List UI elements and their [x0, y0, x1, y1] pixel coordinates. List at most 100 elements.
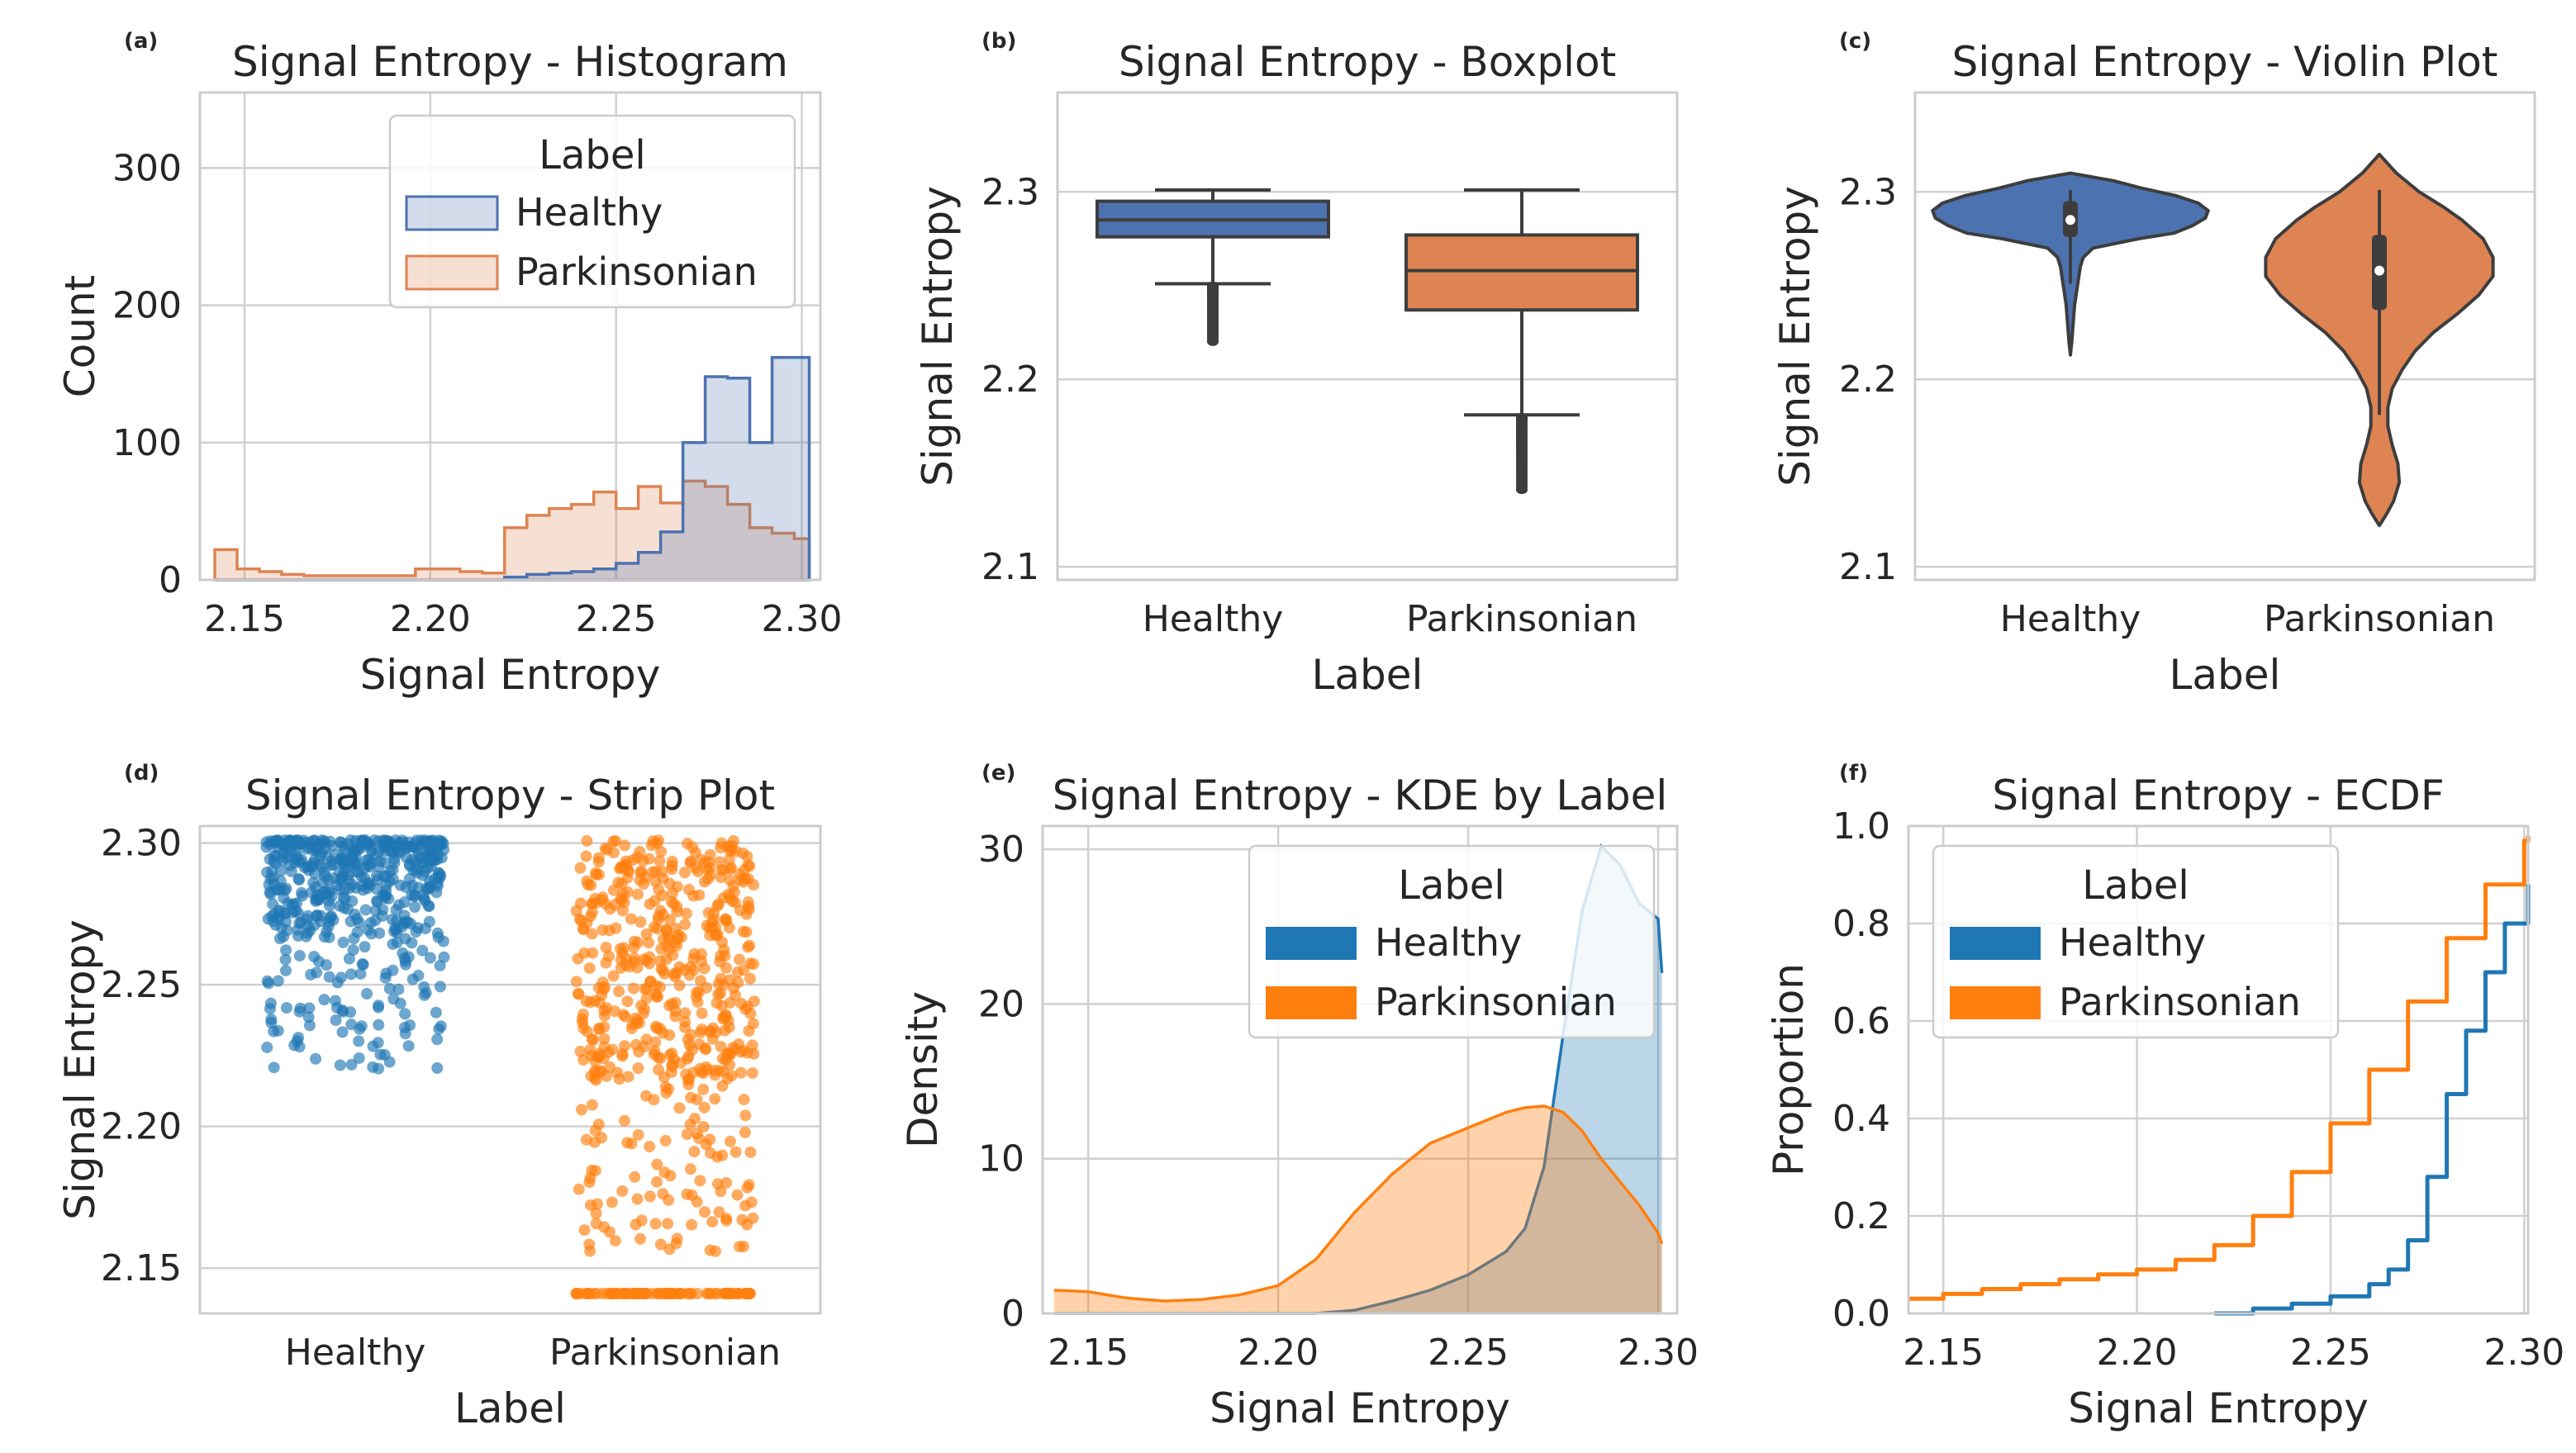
strip-point: [655, 845, 668, 857]
strip-point: [725, 1048, 737, 1061]
strip-point: [741, 1000, 753, 1013]
strip-point: [416, 857, 429, 870]
strip-point: [694, 1026, 706, 1038]
strip-point: [686, 1218, 698, 1231]
strip-point: [736, 1213, 749, 1226]
strip-point: [649, 1036, 662, 1048]
axes-frame: [1056, 91, 1679, 582]
strip-point: [615, 953, 627, 966]
strip-point: [373, 835, 385, 848]
strip-point: [688, 1146, 701, 1158]
strip-point: [662, 1218, 674, 1230]
strip-point: [628, 1287, 640, 1299]
violin-healthy: [1931, 171, 2210, 357]
strip-point: [584, 910, 596, 923]
strip-point: [406, 889, 418, 901]
strip-point: [733, 953, 745, 966]
strip-point: [589, 867, 601, 879]
kde-line: [1053, 1104, 1664, 1303]
strip-point: [613, 985, 625, 998]
strip-point: [645, 839, 658, 852]
strip-point: [698, 1206, 711, 1218]
strip-point: [391, 914, 403, 927]
strip-point: [596, 1287, 609, 1299]
strip-point: [573, 1183, 585, 1195]
strip-point: [586, 928, 598, 940]
strip-point: [280, 882, 292, 895]
strip-point: [423, 900, 435, 913]
strip-point: [650, 1175, 663, 1188]
y-tick-label: 2.2: [1839, 359, 1897, 401]
strip-point: [696, 1007, 708, 1019]
violin-median-dot: [2374, 265, 2384, 276]
strip-point: [700, 1043, 712, 1056]
legend-title: Label: [2082, 862, 2189, 909]
strip-point: [717, 1013, 730, 1025]
strip-point: [635, 1000, 648, 1012]
strip-point: [691, 1094, 703, 1106]
strip-point: [627, 982, 639, 995]
strip-point: [431, 876, 444, 889]
strip-point: [570, 1287, 582, 1299]
strip-point: [404, 1019, 416, 1032]
strip-point: [435, 1020, 447, 1033]
y-axis-label: Signal Entropy: [914, 186, 962, 487]
strip-point: [715, 871, 727, 884]
y-tick-label: 0.4: [1832, 1098, 1890, 1140]
strip-point: [406, 880, 419, 892]
panel-violin: (c) Signal Entropy - Violin Plot Label Sign…: [1771, 29, 2536, 699]
strip-point: [353, 1052, 365, 1064]
y-tick-label: 2.1: [1839, 546, 1897, 588]
strip-point: [572, 987, 584, 1000]
strip-point: [371, 895, 383, 907]
strip-point: [643, 937, 655, 949]
strip-point: [715, 950, 727, 962]
strip-point: [431, 1061, 444, 1074]
strip-point: [704, 1244, 716, 1256]
strip-point: [604, 903, 616, 915]
strip-point: [392, 899, 405, 911]
strip-point: [264, 997, 277, 1009]
strip-point: [596, 1132, 608, 1144]
y-tick-label: 2.15: [101, 1247, 182, 1289]
strip-point: [660, 924, 673, 936]
legend-swatch: [1266, 986, 1357, 1019]
strip-point: [267, 898, 279, 910]
strip-point: [355, 870, 368, 882]
strip-point: [652, 990, 664, 1003]
strip-point: [273, 933, 286, 945]
outlier-point: [1207, 337, 1219, 346]
strip-point: [580, 850, 592, 862]
strip-point: [400, 958, 412, 971]
strip-point: [697, 1083, 710, 1095]
strip-point: [576, 1104, 588, 1116]
strip-point: [390, 924, 402, 936]
legend-item-parkinsonian: Parkinsonian: [1950, 980, 2301, 1024]
strip-point: [682, 1033, 694, 1046]
panel-tag: (a): [124, 29, 158, 54]
strip-point: [700, 1061, 712, 1073]
legend: Label Healthy Parkinsonian: [1932, 844, 2340, 1039]
panel-histogram: (a) Signal Entropy - Histogram Signal Entr…: [56, 29, 842, 699]
strip-point: [689, 1113, 701, 1125]
strip-point: [625, 913, 637, 925]
strip-point: [618, 1114, 630, 1127]
strip-point: [698, 962, 711, 975]
strip-point: [666, 863, 678, 876]
legend-label: Healthy: [2059, 920, 2206, 965]
strip-point: [597, 983, 610, 995]
strip-point: [644, 975, 657, 987]
strip-point: [584, 996, 596, 1009]
strip-point: [354, 967, 367, 980]
strip-point: [607, 884, 620, 896]
strip-point: [578, 1224, 591, 1237]
strip-point: [373, 1000, 385, 1012]
strip-point: [710, 1026, 722, 1038]
strip-point: [663, 1287, 676, 1299]
strip-point: [598, 1221, 611, 1233]
strip-point: [437, 935, 449, 947]
legend-box: [388, 114, 796, 309]
strip-point: [345, 1058, 358, 1071]
strip-point: [292, 872, 305, 885]
strip-point: [704, 1133, 716, 1146]
